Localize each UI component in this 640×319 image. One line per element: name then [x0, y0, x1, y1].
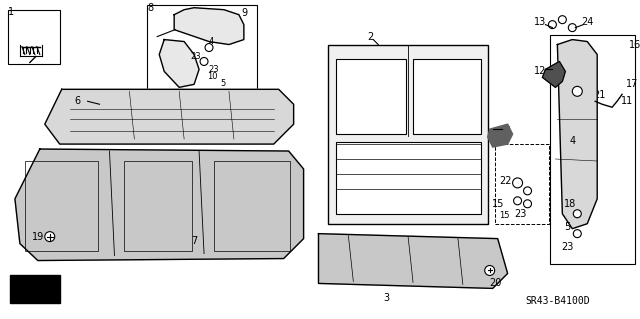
Polygon shape: [159, 40, 199, 87]
Text: 23: 23: [561, 241, 573, 252]
Text: 24: 24: [581, 17, 593, 27]
Bar: [550, 34, 635, 263]
Text: 1: 1: [8, 7, 14, 17]
Bar: [10, 276, 60, 303]
Polygon shape: [543, 62, 565, 87]
Text: 4: 4: [569, 136, 575, 146]
Circle shape: [513, 197, 522, 205]
Bar: [124, 161, 192, 250]
Polygon shape: [319, 234, 508, 288]
Bar: [147, 5, 257, 134]
Text: 22: 22: [499, 176, 512, 186]
Text: 10: 10: [207, 72, 217, 81]
Text: 16: 16: [629, 40, 640, 49]
Text: 15: 15: [492, 199, 504, 209]
Bar: [25, 161, 97, 250]
Circle shape: [205, 43, 213, 51]
Circle shape: [200, 57, 208, 65]
Text: 19: 19: [32, 232, 44, 241]
Text: 8: 8: [147, 3, 154, 13]
Text: 18: 18: [564, 199, 577, 209]
Circle shape: [573, 210, 581, 218]
Text: 3: 3: [383, 293, 389, 303]
Polygon shape: [45, 89, 294, 144]
Text: 23: 23: [515, 209, 527, 219]
Circle shape: [524, 200, 531, 208]
Circle shape: [513, 178, 522, 188]
Bar: [214, 161, 290, 250]
Circle shape: [573, 230, 581, 238]
Text: 21: 21: [593, 90, 605, 100]
Text: 22: 22: [559, 84, 572, 94]
Bar: [337, 59, 406, 134]
Text: 12: 12: [534, 66, 547, 77]
Bar: [328, 45, 488, 224]
Circle shape: [558, 16, 566, 24]
Text: 4: 4: [209, 37, 214, 46]
Text: SR43-B4100D: SR43-B4100D: [525, 296, 589, 306]
Circle shape: [484, 265, 495, 276]
Polygon shape: [174, 8, 244, 45]
Polygon shape: [488, 124, 513, 147]
Text: FR.: FR.: [28, 283, 48, 293]
Text: 5: 5: [220, 79, 225, 88]
Text: 23: 23: [209, 65, 220, 74]
Text: 20: 20: [490, 278, 502, 288]
Bar: [8, 10, 60, 64]
Bar: [413, 59, 481, 134]
Text: 17: 17: [626, 79, 638, 89]
Text: 14: 14: [499, 126, 512, 136]
Text: 23: 23: [191, 52, 202, 61]
Text: 6: 6: [75, 96, 81, 106]
Text: 7: 7: [191, 236, 197, 246]
Polygon shape: [557, 40, 597, 229]
Text: 13: 13: [534, 17, 547, 27]
Circle shape: [45, 232, 55, 241]
Text: 5: 5: [564, 222, 570, 232]
Text: 11: 11: [621, 96, 633, 106]
Bar: [337, 142, 481, 214]
Circle shape: [568, 24, 576, 32]
Text: 2: 2: [367, 32, 373, 41]
Polygon shape: [15, 149, 303, 261]
Circle shape: [548, 21, 556, 29]
Bar: [495, 144, 549, 224]
Text: 15: 15: [499, 211, 510, 220]
Circle shape: [524, 187, 531, 195]
Circle shape: [572, 86, 582, 96]
Text: 9: 9: [242, 8, 248, 18]
